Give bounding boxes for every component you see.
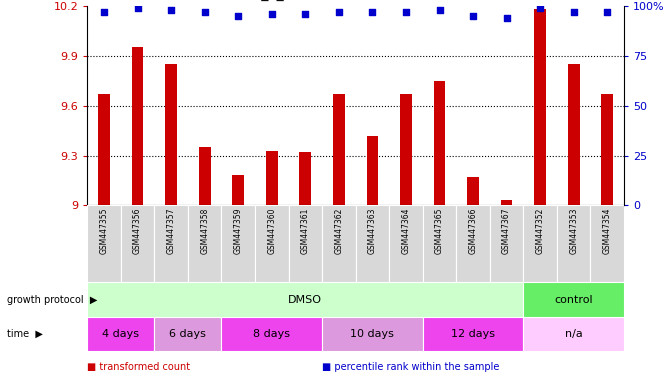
Point xyxy=(266,11,277,17)
Bar xyxy=(87,282,523,317)
Text: GSM447358: GSM447358 xyxy=(200,208,209,254)
Text: time  ▶: time ▶ xyxy=(7,329,42,339)
Text: GSM447355: GSM447355 xyxy=(99,208,109,254)
Text: n/a: n/a xyxy=(565,329,582,339)
Bar xyxy=(523,282,624,317)
Text: GSM447356: GSM447356 xyxy=(133,208,142,254)
Bar xyxy=(98,94,110,205)
Text: DMSO: DMSO xyxy=(289,295,322,305)
Bar xyxy=(423,205,456,282)
Text: GDS3802 / 1438546_x_at: GDS3802 / 1438546_x_at xyxy=(121,0,297,1)
Point xyxy=(434,7,445,13)
Bar xyxy=(132,47,144,205)
Bar xyxy=(289,205,322,282)
Bar xyxy=(255,205,289,282)
Point xyxy=(300,11,311,17)
Point xyxy=(99,9,109,15)
Bar xyxy=(333,94,345,205)
Text: GSM447359: GSM447359 xyxy=(234,208,243,254)
Bar xyxy=(165,64,177,205)
Text: GSM447365: GSM447365 xyxy=(435,208,444,254)
Bar xyxy=(221,317,322,351)
Text: 6 days: 6 days xyxy=(170,329,206,339)
Bar xyxy=(523,317,624,351)
Text: GSM447362: GSM447362 xyxy=(334,208,344,254)
Bar xyxy=(87,317,154,351)
Point xyxy=(602,9,613,15)
Point xyxy=(199,9,210,15)
Bar xyxy=(154,205,188,282)
Bar xyxy=(433,81,446,205)
Point xyxy=(367,9,378,15)
Bar xyxy=(534,9,546,205)
Text: 12 days: 12 days xyxy=(451,329,495,339)
Point xyxy=(233,13,244,19)
Bar xyxy=(322,317,423,351)
Bar xyxy=(523,205,557,282)
Point xyxy=(333,9,344,15)
Bar xyxy=(590,205,624,282)
Text: 4 days: 4 days xyxy=(102,329,140,339)
Bar xyxy=(188,205,221,282)
Bar xyxy=(199,147,211,205)
Text: GSM447364: GSM447364 xyxy=(401,208,411,254)
Text: GSM447363: GSM447363 xyxy=(368,208,377,254)
Bar xyxy=(322,205,356,282)
Bar xyxy=(299,152,311,205)
Point xyxy=(568,9,579,15)
Text: GSM447352: GSM447352 xyxy=(535,208,545,254)
Bar xyxy=(501,200,513,205)
Text: ■ transformed count: ■ transformed count xyxy=(87,362,191,372)
Text: GSM447354: GSM447354 xyxy=(603,208,612,254)
Text: 8 days: 8 days xyxy=(253,329,291,339)
Point xyxy=(501,15,512,21)
Bar xyxy=(87,205,121,282)
Text: growth protocol  ▶: growth protocol ▶ xyxy=(7,295,97,305)
Bar xyxy=(154,317,221,351)
Bar xyxy=(400,94,412,205)
Bar xyxy=(601,94,613,205)
Bar xyxy=(121,205,154,282)
Bar xyxy=(221,205,255,282)
Bar xyxy=(266,151,278,205)
Point xyxy=(535,5,546,11)
Bar xyxy=(366,136,378,205)
Bar xyxy=(389,205,423,282)
Bar xyxy=(456,205,490,282)
Text: GSM447361: GSM447361 xyxy=(301,208,310,254)
Bar xyxy=(568,64,580,205)
Point xyxy=(166,7,176,13)
Text: control: control xyxy=(554,295,593,305)
Bar xyxy=(356,205,389,282)
Text: GSM447357: GSM447357 xyxy=(166,208,176,254)
Text: GSM447366: GSM447366 xyxy=(468,208,478,254)
Text: GSM447353: GSM447353 xyxy=(569,208,578,254)
Text: GSM447367: GSM447367 xyxy=(502,208,511,254)
Bar xyxy=(557,205,590,282)
Point xyxy=(468,13,478,19)
Bar xyxy=(232,175,244,205)
Bar xyxy=(490,205,523,282)
Point xyxy=(132,5,143,11)
Text: 10 days: 10 days xyxy=(350,329,395,339)
Bar xyxy=(423,317,523,351)
Text: GSM447360: GSM447360 xyxy=(267,208,276,254)
Point xyxy=(401,9,411,15)
Bar xyxy=(467,177,479,205)
Text: ■ percentile rank within the sample: ■ percentile rank within the sample xyxy=(322,362,499,372)
